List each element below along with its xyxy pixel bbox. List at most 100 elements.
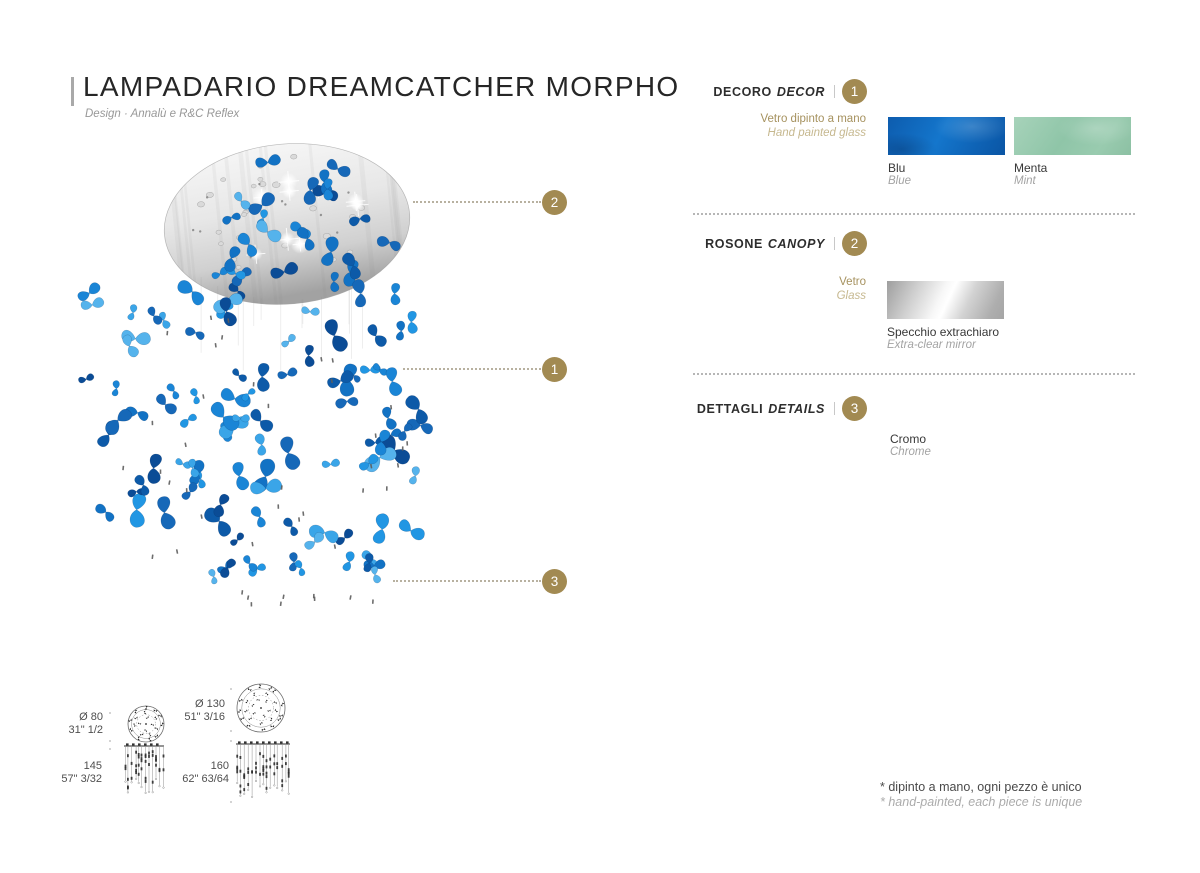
butterfly — [78, 373, 95, 384]
reference-dot — [230, 730, 232, 732]
butterfly — [371, 566, 382, 584]
crystal-bead — [251, 541, 254, 547]
butterfly — [147, 453, 162, 484]
butterfly — [372, 363, 388, 376]
crystal-bead — [277, 504, 280, 509]
swatch-name-en: Blue — [888, 175, 912, 187]
butterfly — [232, 414, 250, 423]
butterfly — [232, 368, 247, 382]
butterfly — [277, 367, 298, 380]
butterfly — [230, 532, 245, 546]
crystal-bead — [279, 601, 282, 607]
butterfly — [234, 191, 251, 210]
butterfly — [177, 280, 205, 306]
callout-number: 1 — [550, 362, 559, 377]
butterfly — [220, 558, 236, 578]
callout-line-canopy — [413, 201, 541, 203]
swatch-name-en: Mint — [1014, 175, 1036, 187]
swatch-name: Menta — [1014, 161, 1048, 175]
butterfly — [257, 363, 270, 392]
butterfly — [134, 474, 150, 496]
crystal-bead — [175, 549, 179, 554]
crystal-bead — [280, 485, 283, 490]
butterfly — [243, 555, 258, 572]
reference-dot — [230, 801, 232, 803]
crystal-bead — [330, 378, 333, 384]
separator — [834, 402, 835, 415]
butterfly — [129, 493, 147, 528]
crystal-beads — [122, 315, 409, 560]
butterfly — [406, 418, 433, 435]
dim-imperial: 62" 63/64 — [182, 772, 229, 785]
swatch-menta-sample — [1014, 117, 1131, 155]
butterfly — [309, 524, 339, 544]
butterfly — [372, 513, 390, 544]
butterfly — [385, 367, 403, 396]
butterfly — [255, 154, 281, 168]
callout-badge-details: 3 — [542, 569, 567, 594]
crystal-bead — [267, 403, 270, 409]
material-en: Hand painted glass — [767, 126, 866, 139]
butterfly — [349, 214, 371, 227]
section-title-it: DECORO — [713, 84, 772, 99]
hanging-threads — [200, 277, 363, 371]
swatch-blu-sample — [888, 117, 1005, 155]
butterfly — [111, 380, 120, 397]
footnote: * dipinto a mano, ogni pezzo è unico * h… — [880, 780, 1082, 809]
butterfly — [342, 252, 361, 280]
butterfly — [281, 333, 296, 348]
butterfly — [374, 429, 391, 456]
crystal-bead — [370, 463, 373, 469]
dim-imperial: 51" 3/16 — [184, 710, 225, 723]
crystal-bead — [385, 486, 388, 491]
chandelier-illustration — [77, 140, 433, 607]
dimension-height-small: 145 57" 3/32 — [36, 760, 102, 785]
dim-metric: 145 — [83, 760, 102, 772]
separator — [834, 85, 835, 98]
crystal-bead — [185, 488, 188, 493]
butterfly — [395, 320, 406, 341]
butterfly — [166, 383, 180, 400]
section-title-en: CANOPY — [767, 236, 825, 251]
dim-metric: 160 — [210, 760, 229, 772]
section-title-it: DETTAGLI — [696, 401, 764, 416]
crystal-bead — [166, 330, 169, 336]
dimension-drawings — [109, 683, 290, 803]
callout-number: 2 — [550, 195, 559, 210]
section-header-decoro: DECORO DECOR 1 — [713, 79, 867, 104]
crystal-bead — [250, 602, 253, 607]
crystal-bead — [221, 335, 224, 340]
section-number: 3 — [850, 401, 859, 416]
section-header-dettagli: DETTAGLI DETAILS 3 — [697, 396, 867, 421]
butterfly — [250, 506, 266, 528]
butterfly — [254, 433, 267, 456]
section-number: 1 — [850, 84, 859, 99]
crystal-bead — [331, 358, 334, 363]
crystal-bead — [227, 318, 230, 323]
material-label-rosone: Vetro Glass — [837, 276, 866, 303]
dim-imperial: 31" 1/2 — [68, 723, 104, 736]
swatch-name: Specchio extrachiaro — [887, 325, 1000, 339]
mirror-disk — [163, 140, 411, 314]
material-en: Glass — [836, 289, 866, 302]
butterfly — [363, 447, 397, 472]
crystal-bead — [151, 420, 154, 426]
crystal-bead — [214, 343, 217, 348]
butterfly — [303, 177, 319, 205]
butterfly — [250, 408, 274, 432]
swatch-card-mirror: Specchio extrachiaro Extra-clear mirror — [887, 281, 1004, 352]
crystal-bead — [252, 382, 255, 387]
crystal-bead — [349, 595, 352, 600]
butterfly — [208, 568, 218, 585]
butterfly — [323, 178, 334, 201]
butterfly — [210, 401, 240, 431]
material-it: Vetro — [839, 276, 866, 288]
butterfly — [157, 496, 176, 530]
swatch-name-en: Extra-clear mirror — [887, 339, 976, 351]
butterfly — [342, 551, 355, 572]
butterfly — [175, 458, 192, 469]
crystal-bead — [246, 595, 250, 600]
falling-butterflies — [77, 279, 433, 550]
butterfly — [250, 478, 282, 495]
footnote-en: * hand-painted, each piece is unique — [880, 794, 1083, 809]
